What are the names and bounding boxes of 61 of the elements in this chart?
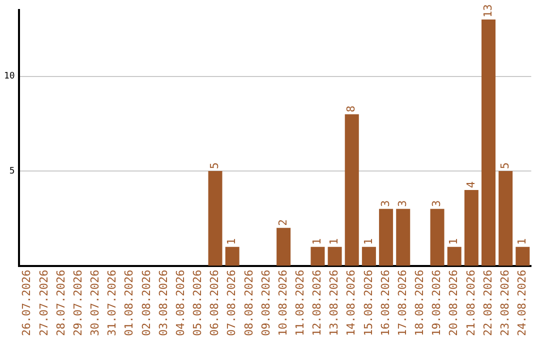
bar (516, 246, 530, 266)
x-tick-label: 11.08.2026 (294, 270, 306, 336)
x-tick-label: 26.07.2026 (20, 270, 34, 336)
x-tick-label: 13.08.2026 (328, 270, 341, 336)
y-tick-label: 10 (4, 72, 15, 82)
bar (310, 246, 325, 266)
data-label: 8 (344, 106, 358, 112)
data-label: 5 (498, 162, 512, 170)
x-tick-label: 27.07.2026 (37, 270, 50, 336)
x-tick-label: 05.08.2026 (191, 270, 204, 336)
bar (362, 246, 376, 266)
data-label: 5 (208, 162, 222, 170)
bar (482, 19, 496, 266)
data-label: 3 (396, 200, 409, 207)
bar (498, 171, 513, 266)
x-tick-label: 28.07.2026 (54, 270, 68, 336)
x-tick-label: 06.08.2026 (208, 270, 222, 336)
x-tick-label: 23.08.2026 (498, 270, 512, 336)
x-tick-label: 07.08.2026 (225, 270, 238, 336)
x-tick-label: 03.08.2026 (156, 270, 170, 336)
data-label: 3 (378, 200, 392, 207)
x-tick-label: 12.08.2026 (310, 270, 324, 336)
x-tick-label: 30.07.2026 (88, 270, 102, 336)
x-tick-label: 09.08.2026 (259, 270, 272, 336)
x-tick-label: 18.08.2026 (413, 270, 426, 336)
data-label: 3 (430, 200, 444, 207)
data-label: 2 (276, 219, 290, 226)
data-label: 1 (310, 238, 324, 245)
x-tick-label: 29.07.2026 (71, 270, 84, 336)
bar (464, 190, 478, 266)
x-tick-label: 20.08.2026 (447, 270, 460, 336)
x-tick-label: 02.08.2026 (140, 270, 153, 336)
bar (430, 208, 444, 266)
x-tick-label: 21.08.2026 (464, 270, 478, 336)
data-label: 1 (328, 238, 341, 245)
x-tick-label: 22.08.2026 (481, 270, 494, 336)
x-tick-label: 10.08.2026 (276, 270, 290, 336)
data-label: 13 (481, 4, 494, 18)
x-tick-label: 31.07.2026 (106, 270, 119, 336)
data-label: 1 (516, 238, 529, 245)
x-tick-label: 17.08.2026 (396, 270, 409, 336)
bar (396, 208, 410, 266)
x-tick-label: 19.08.2026 (430, 270, 444, 336)
x-tick-label: 24.08.2026 (516, 270, 529, 336)
x-tick-label: 01.08.2026 (122, 270, 136, 336)
x-tick-label: 15.08.2026 (362, 270, 375, 336)
bar (276, 228, 291, 266)
data-label: 4 (464, 180, 478, 188)
bar (344, 114, 359, 266)
x-tick-label: 16.08.2026 (378, 270, 392, 336)
x-tick-label: 14.08.2026 (344, 270, 358, 336)
bar (225, 246, 240, 266)
bar (379, 208, 394, 266)
bar (328, 246, 342, 266)
data-label: 1 (447, 238, 460, 245)
data-label: 1 (362, 238, 375, 245)
x-tick-label: 08.08.2026 (242, 270, 256, 336)
data-label: 1 (225, 238, 238, 245)
bar (208, 171, 222, 266)
bar (447, 246, 462, 266)
x-tick-label: 04.08.2026 (174, 270, 187, 336)
